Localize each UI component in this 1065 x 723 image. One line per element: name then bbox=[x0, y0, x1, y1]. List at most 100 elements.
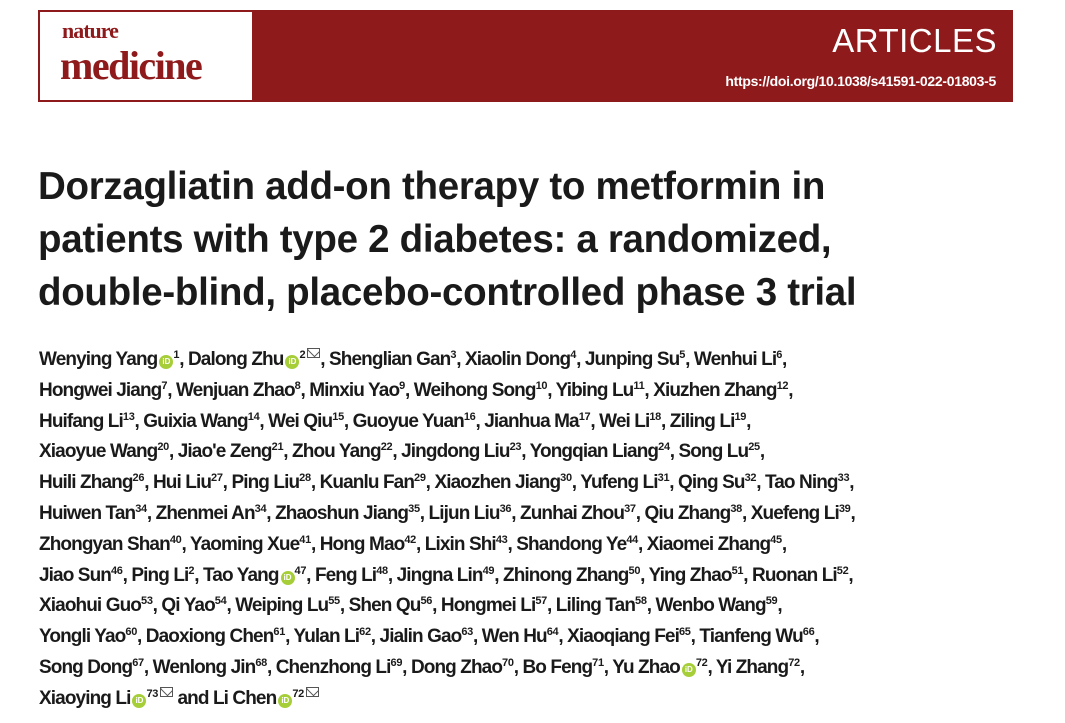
author-name[interactable]: Weihong Song bbox=[413, 379, 537, 401]
affiliation-number[interactable]: 50 bbox=[628, 564, 641, 577]
author-name[interactable]: Xiaoying Li bbox=[39, 687, 131, 709]
author-name[interactable]: Huifang Li bbox=[39, 410, 124, 432]
author-name[interactable]: Tianfeng Wu bbox=[699, 626, 803, 648]
author-name[interactable]: Xiaohui Guo bbox=[39, 595, 142, 617]
affiliation-number[interactable]: 46 bbox=[110, 564, 123, 577]
affiliation-number[interactable]: 43 bbox=[495, 533, 508, 546]
author-name[interactable]: Daoxiong Chen bbox=[145, 626, 275, 648]
affiliation-number[interactable]: 28 bbox=[299, 472, 311, 485]
affiliation-number[interactable]: 48 bbox=[376, 564, 388, 577]
author-name[interactable]: Shen Qu bbox=[348, 595, 422, 617]
affiliation-number[interactable]: 38 bbox=[730, 502, 742, 515]
affiliation-number[interactable]: 49 bbox=[482, 564, 495, 577]
affiliation-number[interactable]: 45 bbox=[770, 533, 782, 546]
affiliation-number[interactable]: 47 bbox=[294, 564, 307, 577]
orcid-icon[interactable]: iD bbox=[280, 570, 295, 585]
affiliation-number[interactable]: 6 bbox=[776, 349, 783, 361]
orcid-icon[interactable]: iD bbox=[681, 662, 696, 677]
affiliation-number[interactable]: 72 bbox=[788, 656, 800, 669]
author-name[interactable]: Shenglian Gan bbox=[329, 349, 451, 370]
author-name[interactable]: Song Lu bbox=[678, 441, 750, 463]
email-icon[interactable] bbox=[160, 686, 174, 697]
affiliation-number[interactable]: 71 bbox=[592, 656, 604, 669]
author-name[interactable]: Xiaolin Dong bbox=[464, 349, 571, 370]
affiliation-number[interactable]: 54 bbox=[214, 595, 227, 608]
affiliation-number[interactable]: 40 bbox=[169, 533, 182, 546]
affiliation-number[interactable]: 61 bbox=[273, 626, 286, 639]
author-name[interactable]: Tao Ning bbox=[764, 472, 839, 494]
author-name[interactable]: Ping Li bbox=[131, 564, 189, 586]
affiliation-number[interactable]: 65 bbox=[678, 626, 691, 639]
author-name[interactable]: Wei Li bbox=[599, 410, 650, 432]
affiliation-number[interactable]: 55 bbox=[328, 595, 340, 608]
author-name[interactable]: Wenbo Wang bbox=[655, 595, 766, 617]
affiliation-number[interactable]: 30 bbox=[560, 472, 572, 485]
affiliation-number[interactable]: 13 bbox=[122, 410, 135, 423]
orcid-icon[interactable]: iD bbox=[132, 693, 147, 708]
affiliation-number[interactable]: 69 bbox=[390, 656, 403, 669]
author-name[interactable]: Hui Liu bbox=[152, 472, 212, 494]
author-name[interactable]: Hongwei Jiang bbox=[39, 379, 162, 401]
affiliation-number[interactable]: 37 bbox=[624, 502, 636, 515]
author-name[interactable]: Dalong Zhu bbox=[187, 349, 284, 370]
author-name[interactable]: Jingdong Liu bbox=[401, 441, 510, 463]
affiliation-number[interactable]: 39 bbox=[838, 502, 851, 515]
author-name[interactable]: Huili Zhang bbox=[39, 472, 133, 494]
author-name[interactable]: Xuefeng Li bbox=[750, 502, 840, 524]
affiliation-number[interactable]: 58 bbox=[635, 595, 647, 608]
affiliation-number[interactable]: 34 bbox=[135, 502, 147, 515]
affiliation-number[interactable]: 34 bbox=[254, 502, 267, 515]
author-name[interactable]: Liling Tan bbox=[555, 595, 636, 617]
author-name[interactable]: Ruonan Li bbox=[752, 564, 838, 586]
email-icon[interactable] bbox=[307, 348, 321, 358]
affiliation-number[interactable]: 18 bbox=[649, 410, 661, 423]
email-icon[interactable] bbox=[305, 686, 319, 697]
author-name[interactable]: Yufeng Li bbox=[580, 472, 658, 494]
affiliation-number[interactable]: 22 bbox=[380, 441, 393, 454]
author-name[interactable]: Wen Hu bbox=[481, 626, 548, 648]
author-name[interactable]: Feng Li bbox=[314, 564, 377, 586]
author-name[interactable]: Junping Su bbox=[584, 349, 680, 370]
affiliation-number[interactable]: 56 bbox=[420, 595, 433, 608]
affiliation-number[interactable]: 44 bbox=[626, 533, 638, 546]
author-name[interactable]: Zunhai Zhou bbox=[520, 502, 625, 524]
author-name[interactable]: Yongqian Liang bbox=[529, 441, 659, 463]
affiliation-number[interactable]: 67 bbox=[132, 656, 144, 669]
author-name[interactable]: Zhenmei An bbox=[155, 502, 256, 524]
affiliation-number[interactable]: 11 bbox=[633, 379, 645, 392]
author-name[interactable]: Ping Liu bbox=[231, 472, 300, 494]
affiliation-number[interactable]: 29 bbox=[414, 472, 426, 485]
affiliation-number[interactable]: 64 bbox=[546, 626, 559, 639]
affiliation-number[interactable]: 14 bbox=[247, 410, 260, 423]
affiliation-number[interactable]: 3 bbox=[450, 349, 457, 361]
affiliation-number[interactable]: 21 bbox=[271, 441, 284, 454]
author-name[interactable]: Weiping Lu bbox=[235, 595, 329, 617]
author-name[interactable]: Yongli Yao bbox=[39, 626, 126, 648]
author-name[interactable]: Bo Feng bbox=[522, 656, 593, 678]
author-name[interactable]: Wenying Yang bbox=[39, 349, 158, 370]
affiliation-number[interactable]: 26 bbox=[132, 472, 145, 485]
author-name[interactable]: Yulan Li bbox=[293, 626, 360, 648]
author-name[interactable]: Lixin Shi bbox=[424, 533, 497, 555]
affiliation-number[interactable]: 62 bbox=[359, 626, 371, 639]
author-name[interactable]: Qiu Zhang bbox=[644, 502, 731, 524]
author-name[interactable]: Zhou Yang bbox=[292, 441, 382, 463]
affiliation-number[interactable]: 53 bbox=[141, 595, 153, 608]
author-name[interactable]: Wenhui Li bbox=[693, 349, 777, 370]
affiliation-number[interactable]: 51 bbox=[731, 564, 744, 577]
author-name[interactable]: Jianhua Ma bbox=[484, 410, 579, 432]
author-name[interactable]: Zhaoshun Jiang bbox=[275, 502, 409, 524]
affiliation-number[interactable]: 41 bbox=[299, 533, 311, 546]
author-name[interactable]: Ziling Li bbox=[669, 410, 736, 432]
author-name[interactable]: Yaoming Xue bbox=[189, 533, 300, 555]
author-name[interactable]: Tao Yang bbox=[203, 564, 279, 586]
orcid-icon[interactable]: iD bbox=[278, 693, 293, 708]
affiliation-number[interactable]: 17 bbox=[578, 410, 591, 423]
author-name[interactable]: Jiao Sun bbox=[39, 564, 112, 586]
affiliation-number[interactable]: 12 bbox=[776, 379, 789, 392]
doi-link[interactable]: https://doi.org/10.1038/s41591-022-01803… bbox=[725, 73, 996, 89]
author-name[interactable]: Lijun Liu bbox=[428, 502, 501, 524]
author-name[interactable]: Huiwen Tan bbox=[39, 502, 136, 524]
author-name[interactable]: Xiaomei Zhang bbox=[646, 533, 771, 555]
affiliation-number[interactable]: 52 bbox=[836, 564, 849, 577]
